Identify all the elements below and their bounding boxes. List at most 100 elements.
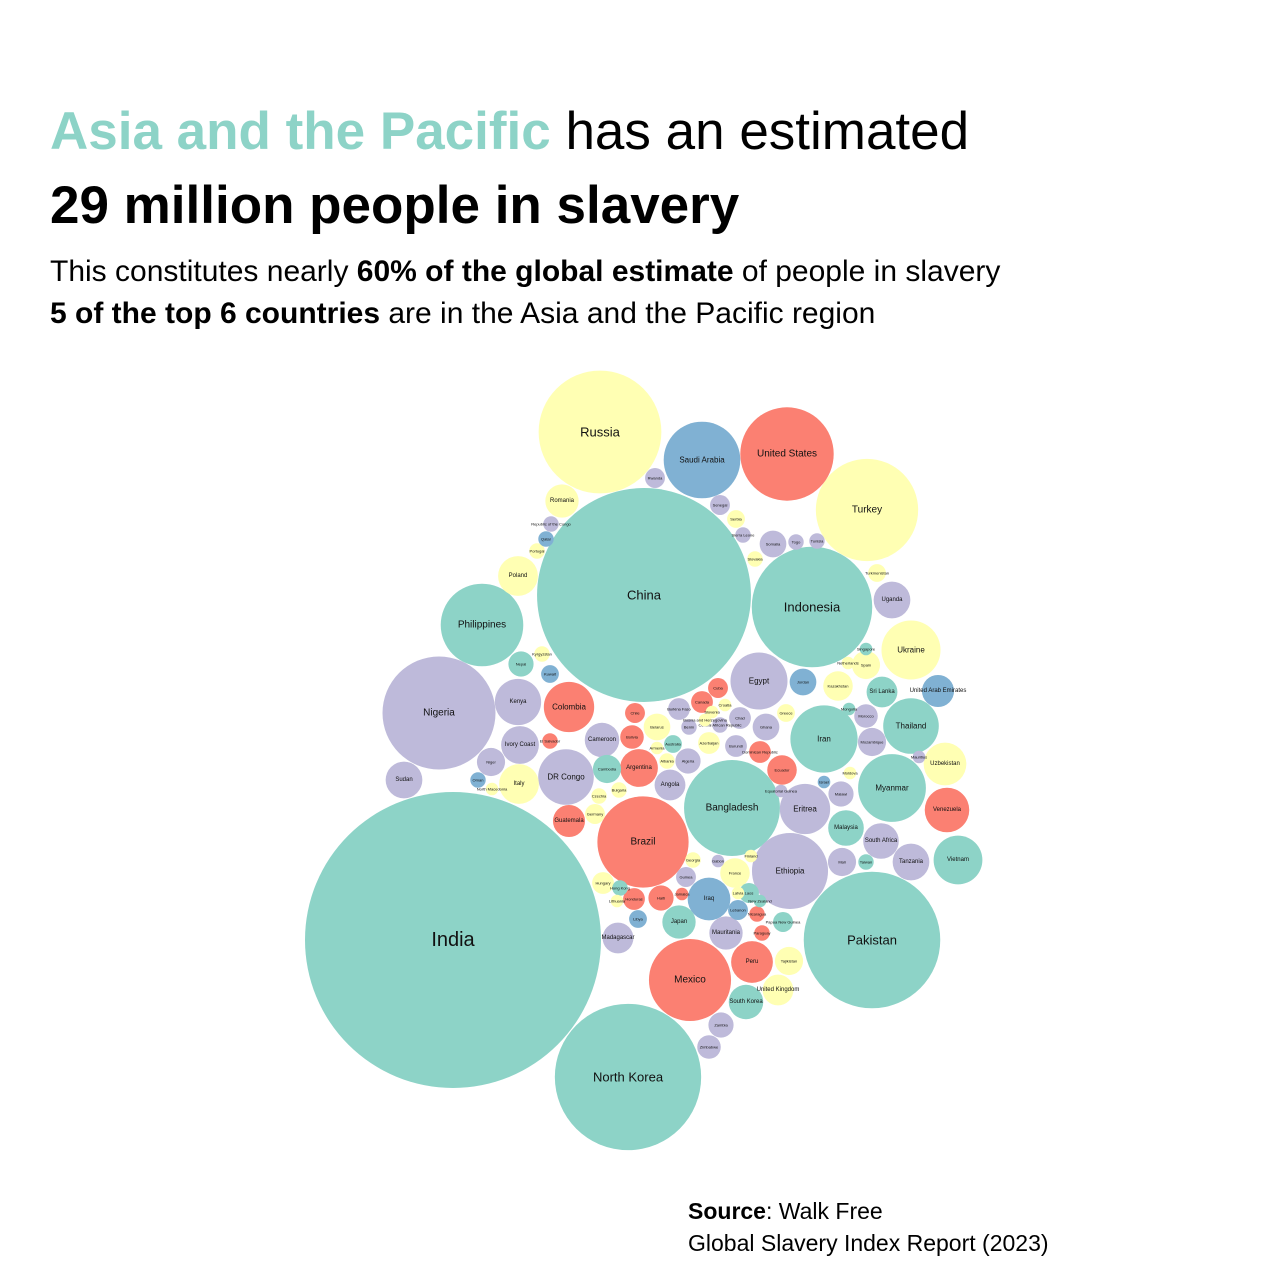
bubble-label-kyrgyzstan: Kyrgyzstan xyxy=(532,652,552,657)
bubble-myanmar: Myanmar xyxy=(858,754,926,822)
bubble-label-nepal: Nepal xyxy=(516,662,527,667)
bubble-label-vietnam: Vietnam xyxy=(947,857,969,863)
bubble-label-iran: Iran xyxy=(817,735,831,744)
bubble-circle-armenia xyxy=(650,741,664,755)
bubble-circle-dr-congo xyxy=(538,749,594,805)
bubble-label-argentina: Argentina xyxy=(626,765,652,771)
bubble-ecuador: Ecuador xyxy=(767,755,797,785)
bubble-armenia: Armenia xyxy=(650,741,666,755)
bubble-label-guatemala: Guatemala xyxy=(554,818,584,824)
subtitle-line1-post: of people in slavery xyxy=(733,255,1001,288)
bubble-jamaica: Jamaica xyxy=(675,887,691,901)
bubble-circle-saudi-arabia xyxy=(663,421,741,499)
bubble-belarus: Belarus xyxy=(643,713,671,741)
bubble-china: China xyxy=(537,488,751,702)
bubble-label-nigeria: Nigeria xyxy=(423,708,455,719)
bubble-circle-azerbaijan xyxy=(698,732,720,754)
bubble-label-eritrea: Eritrea xyxy=(793,805,817,814)
bubble-label-czechia: Czechia xyxy=(592,794,607,799)
bubble-label-oman: Oman xyxy=(473,778,484,783)
bubble-spain: Spain xyxy=(851,650,881,680)
bubble-label-thailand: Thailand xyxy=(896,722,927,731)
bubble-label-bangladesh: Bangladesh xyxy=(706,803,759,814)
bubble-label-kenya: Kenya xyxy=(509,699,527,705)
bubble-circle-nicaragua xyxy=(749,906,765,922)
bubble-singapore: Singapore xyxy=(857,642,876,656)
bubble-circle-gabon xyxy=(711,854,725,868)
bubble-circle-cambodia xyxy=(592,754,622,784)
bubble-poland: Poland xyxy=(498,556,538,596)
bubble-circle-russia xyxy=(538,370,662,494)
bubble-circle-hungary xyxy=(592,872,614,894)
bubble-nepal: Nepal xyxy=(508,651,534,677)
bubble-label-madagascar: Madagascar xyxy=(601,935,634,941)
bubble-label-benin: Benin xyxy=(684,725,694,730)
bubble-sierra-leone: Sierra Leone xyxy=(732,527,755,543)
bubble-burundi: Burundi xyxy=(725,735,747,757)
bubble-russia: Russia xyxy=(538,370,662,494)
bubble-circle-paraguay xyxy=(754,925,770,941)
bubble-label-azerbaijan: Azerbaijan xyxy=(700,741,719,746)
source-name: : Walk Free xyxy=(765,1198,883,1224)
bubble-label-south-africa: South Africa xyxy=(865,838,898,844)
bubble-label-mali: Mali xyxy=(838,860,845,865)
bubble-label-myanmar: Myanmar xyxy=(875,784,909,793)
bubble-label-jordan: Jordan xyxy=(797,680,809,685)
bubble-label-sudan: Sudan xyxy=(395,777,412,783)
bubble-label-tunisia: Tunisia xyxy=(811,539,825,544)
bubble-label-united-kingdom: United Kingdom xyxy=(757,987,800,993)
bubble-label-north-korea: North Korea xyxy=(593,1070,664,1085)
bubble-circle-united-states xyxy=(740,407,834,501)
bubble-chad: Chad xyxy=(729,707,751,729)
bubble-malawi: Malawi xyxy=(828,781,854,807)
bubble-israel: Israel xyxy=(817,775,831,789)
bubble-circle-latvia xyxy=(731,886,745,900)
bubble-label-honduras: Honduras xyxy=(625,897,642,902)
bubble-label-armenia: Armenia xyxy=(650,746,666,751)
bubble-circle-taiwan xyxy=(858,854,874,870)
bubble-thailand: Thailand xyxy=(883,698,939,754)
bubble-label-bolivia: Bolivia xyxy=(626,735,639,740)
bubble-label-indonesia: Indonesia xyxy=(784,600,841,615)
bubble-rwanda: Rwanda xyxy=(645,468,665,488)
bubble-qatar: Qatar xyxy=(538,531,554,547)
bubble-moldova: Moldova xyxy=(842,766,858,780)
bubble-circle-sierra-leone xyxy=(735,527,751,543)
bubble-iraq: Iraq xyxy=(687,877,731,921)
bubble-circle-slovenia xyxy=(705,705,719,719)
bubble-libya: Libya xyxy=(629,910,647,928)
bubble-circle-libya xyxy=(629,910,647,928)
bubble-label-malaysia: Malaysia xyxy=(834,825,858,831)
bubble-circle-philippines xyxy=(440,583,524,667)
bubble-circle-chad xyxy=(729,707,751,729)
bubble-label-somalia: Somalia xyxy=(766,542,781,547)
bubble-circle-thailand xyxy=(883,698,939,754)
bubble-label-el-salvador: El Salvador xyxy=(540,739,561,744)
bubble-circle-portugal xyxy=(529,543,545,559)
bubble-cameroon: Cameroon xyxy=(584,722,620,758)
bubble-haiti: Haiti xyxy=(648,885,674,911)
bubble-circle-finland xyxy=(744,849,758,863)
subtitle-line2-post: are in the Asia and the Pacific region xyxy=(380,297,876,330)
bubble-united-arab-emirates: United Arab Emirates xyxy=(910,674,966,708)
bubble-label-burundi: Burundi xyxy=(729,744,743,749)
bubble-label-greece: Greece xyxy=(779,711,793,716)
bubble-label-ecuador: Ecuador xyxy=(775,768,791,773)
bubble-circle-mali xyxy=(827,847,857,877)
bubble-sudan: Sudan xyxy=(385,761,423,799)
bubble-label-sri-lanka: Sri Lanka xyxy=(869,689,895,695)
bubble-label-central-african-republic: Central African Republic xyxy=(699,723,742,728)
bubble-label-australia: Australia xyxy=(665,742,681,747)
title-highlight: Asia and the Pacific xyxy=(50,102,551,161)
bubble-label-tanzania: Tanzania xyxy=(899,859,924,865)
bubble-circle-vietnam xyxy=(933,835,983,885)
bubble-circle-niger xyxy=(476,747,506,777)
bubble-label-jamaica: Jamaica xyxy=(675,892,691,897)
bubble-tunisia: Tunisia xyxy=(809,533,825,549)
bubble-slovenia: Slovenia xyxy=(704,705,720,719)
bubble-circle-chile xyxy=(625,703,645,723)
bubble-label-israel: Israel xyxy=(819,780,829,785)
bubble-label-nicaragua: Nicaragua xyxy=(748,912,767,917)
bubble-mauritania: Mauritania xyxy=(709,916,743,950)
bubble-circle-bangladesh xyxy=(684,760,780,856)
